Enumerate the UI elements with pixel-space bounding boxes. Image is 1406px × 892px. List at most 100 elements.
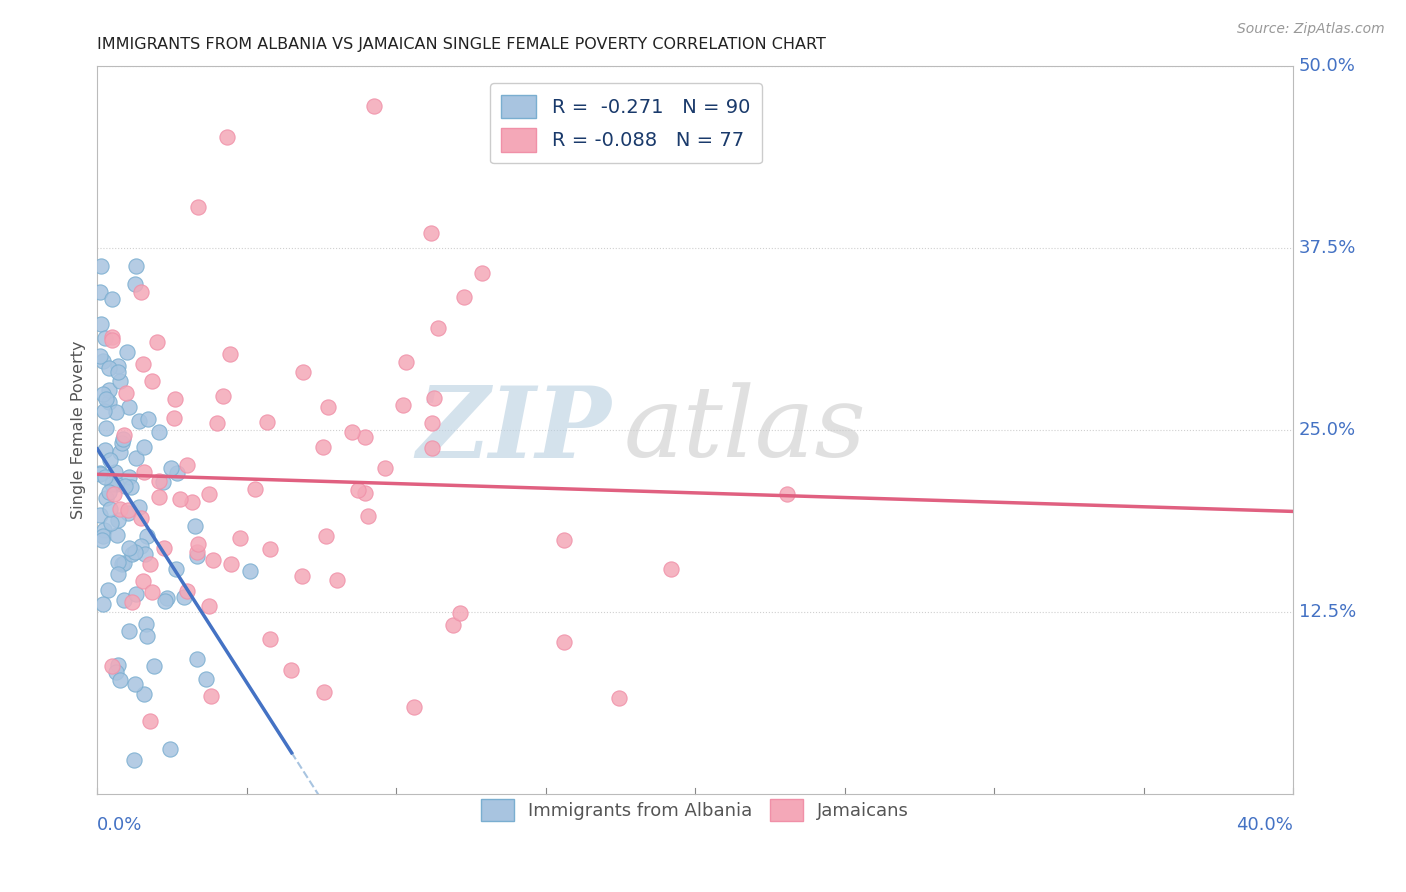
Point xyxy=(353,486,375,500)
Text: 25.0%: 25.0% xyxy=(1299,421,1357,439)
Point xyxy=(229,531,252,545)
Point xyxy=(121,548,143,562)
Y-axis label: Single Female Poverty: Single Female Poverty xyxy=(72,341,86,519)
Point xyxy=(93,524,115,538)
Point xyxy=(141,584,163,599)
Point xyxy=(139,714,162,728)
Point xyxy=(105,405,128,419)
Point xyxy=(659,562,682,576)
Point xyxy=(553,533,575,547)
Point xyxy=(146,334,169,349)
Point xyxy=(187,537,209,551)
Point xyxy=(111,432,134,446)
Point xyxy=(219,347,242,361)
Point xyxy=(363,99,385,113)
Point xyxy=(108,374,131,388)
Point xyxy=(121,595,143,609)
Point xyxy=(152,475,174,490)
Point xyxy=(134,547,156,561)
Point xyxy=(101,329,124,343)
Point xyxy=(125,587,148,601)
Point xyxy=(118,469,141,483)
Point xyxy=(326,573,349,587)
Point xyxy=(114,478,136,492)
Text: Source: ZipAtlas.com: Source: ZipAtlas.com xyxy=(1237,22,1385,37)
Point xyxy=(128,414,150,428)
Point xyxy=(280,663,302,677)
Point xyxy=(553,635,575,649)
Point xyxy=(104,665,127,679)
Point xyxy=(107,359,129,373)
Point xyxy=(131,574,153,588)
Point xyxy=(134,687,156,701)
Point xyxy=(186,651,208,665)
Point xyxy=(97,394,120,409)
Point xyxy=(183,519,205,533)
Text: 50.0%: 50.0% xyxy=(1299,57,1355,75)
Point xyxy=(395,354,418,368)
Point xyxy=(97,582,120,597)
Point xyxy=(94,470,117,484)
Point xyxy=(107,513,129,527)
Point xyxy=(212,389,235,403)
Point xyxy=(124,277,146,291)
Point xyxy=(392,398,415,412)
Point xyxy=(89,350,111,364)
Point xyxy=(217,129,239,144)
Point xyxy=(107,555,129,569)
Point xyxy=(197,599,219,613)
Point xyxy=(347,483,370,497)
Point xyxy=(90,318,112,332)
Point xyxy=(89,467,111,481)
Point xyxy=(94,421,117,435)
Point xyxy=(98,452,121,467)
Point xyxy=(115,385,138,400)
Point xyxy=(374,461,396,475)
Point xyxy=(111,436,134,450)
Point xyxy=(291,365,314,379)
Point xyxy=(101,292,124,306)
Point xyxy=(112,427,135,442)
Point xyxy=(200,689,222,703)
Point xyxy=(117,502,139,516)
Point xyxy=(202,552,225,566)
Point xyxy=(259,542,281,557)
Point xyxy=(148,425,170,440)
Text: IMMIGRANTS FROM ALBANIA VS JAMAICAN SINGLE FEMALE POVERTY CORRELATION CHART: IMMIGRANTS FROM ALBANIA VS JAMAICAN SING… xyxy=(97,37,827,53)
Point xyxy=(97,361,120,376)
Point xyxy=(142,659,165,673)
Point xyxy=(131,285,153,299)
Point xyxy=(129,510,152,524)
Point xyxy=(160,460,183,475)
Point xyxy=(103,487,125,501)
Point xyxy=(441,617,464,632)
Point xyxy=(165,562,187,576)
Point xyxy=(353,430,375,444)
Text: atlas: atlas xyxy=(623,383,866,477)
Point xyxy=(245,482,267,496)
Point xyxy=(423,391,446,405)
Point xyxy=(112,592,135,607)
Point xyxy=(153,593,176,607)
Text: 40.0%: 40.0% xyxy=(1236,815,1294,834)
Point xyxy=(134,465,156,479)
Point xyxy=(162,410,184,425)
Point xyxy=(118,624,141,639)
Point xyxy=(128,500,150,514)
Point xyxy=(124,753,146,767)
Point xyxy=(453,290,475,304)
Point xyxy=(357,509,380,524)
Point xyxy=(134,617,156,632)
Point xyxy=(93,442,115,457)
Point xyxy=(139,557,162,571)
Point xyxy=(107,566,129,581)
Point xyxy=(94,392,117,407)
Point xyxy=(111,557,134,571)
Point xyxy=(239,564,262,578)
Point xyxy=(420,416,443,430)
Point xyxy=(449,606,471,620)
Point xyxy=(110,501,132,516)
Point xyxy=(124,545,146,559)
Point xyxy=(132,358,155,372)
Point xyxy=(91,528,114,542)
